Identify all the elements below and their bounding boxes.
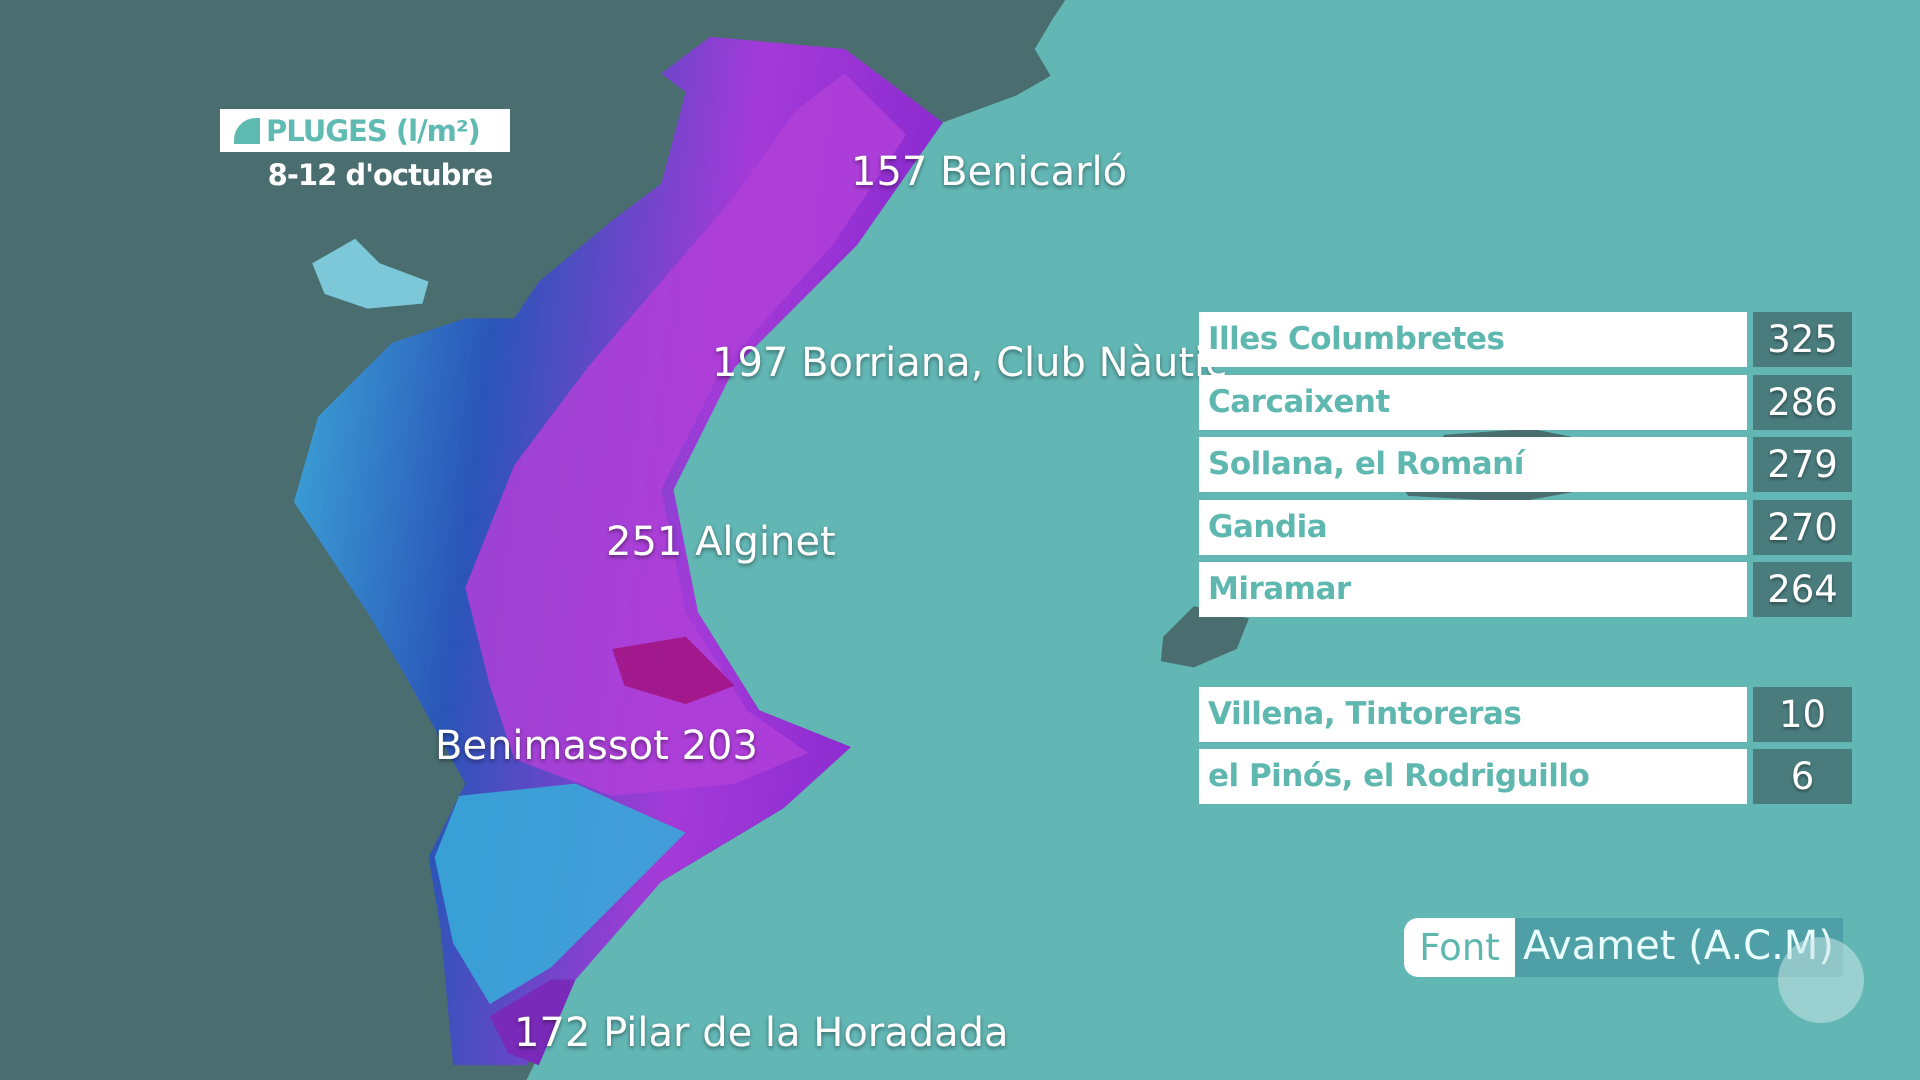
rain-core	[465, 73, 907, 796]
legend-title: PLUGES (l/m²)	[220, 109, 510, 152]
station-name: Carcaixent	[1199, 375, 1747, 430]
balearic-island	[1160, 606, 1249, 668]
station-value: 325	[1753, 312, 1852, 367]
rain-max	[612, 636, 735, 705]
station-value: 286	[1753, 375, 1852, 430]
legend-title-text: PLUGES (l/m²)	[266, 113, 481, 148]
station-value: 279	[1753, 437, 1852, 492]
station-name: Gandia	[1199, 500, 1747, 555]
station-value: 10	[1753, 687, 1852, 742]
rain-south-low	[434, 783, 686, 1005]
station-value: 264	[1753, 562, 1852, 617]
station-value: 6	[1753, 749, 1852, 804]
legend-period: 8-12 d'octubre	[267, 158, 494, 192]
station-name: Illes Columbretes	[1199, 312, 1747, 367]
map-label-benimassot: Benimassot 203	[435, 723, 758, 769]
source-label: Font	[1404, 918, 1515, 977]
rain-icon	[234, 117, 260, 144]
map-label-alginet: 251 Alginet	[606, 519, 836, 565]
map-label-borriana: 197 Borriana, Club Nàutic	[712, 340, 1228, 386]
rain-south-tip	[489, 979, 576, 1066]
map-label-benicarlo: 157 Benicarló	[851, 149, 1128, 195]
station-name: Miramar	[1199, 562, 1747, 617]
station-name: Sollana, el Romaní	[1199, 437, 1747, 492]
channel-logo	[1778, 937, 1864, 1023]
map-label-pilar-de-la-horadada: 172 Pilar de la Horadada	[514, 1010, 1009, 1056]
station-name: Villena, Tintoreras	[1199, 687, 1747, 742]
station-name: el Pinós, el Rodriguillo	[1199, 749, 1747, 804]
station-value: 270	[1753, 500, 1852, 555]
rincon-de-ademuz	[312, 238, 429, 309]
